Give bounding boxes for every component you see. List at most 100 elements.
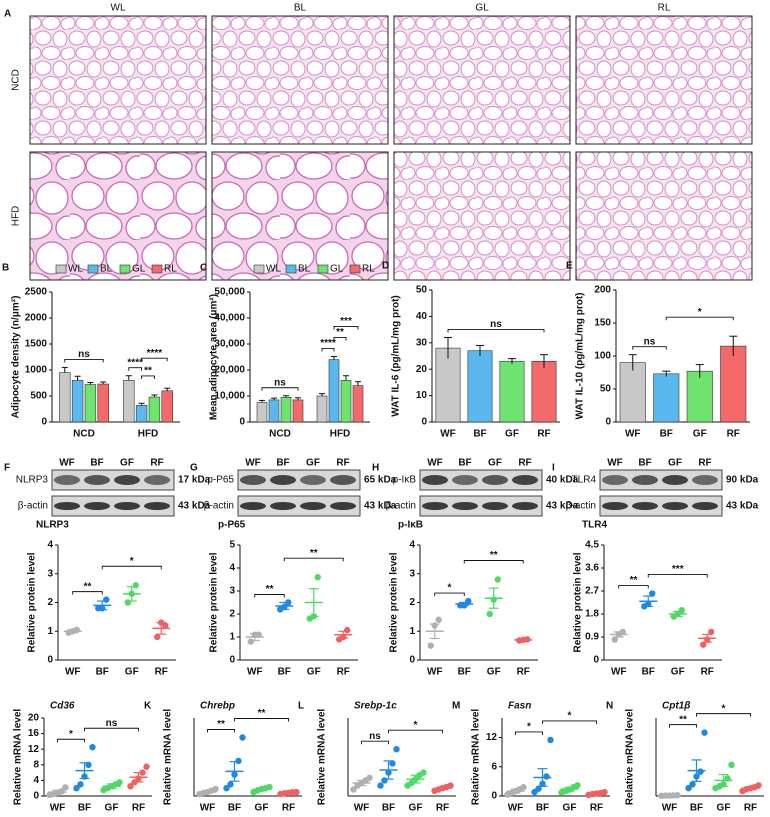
bar xyxy=(135,405,148,423)
lane-label: WF xyxy=(59,458,75,469)
significance-bracket xyxy=(254,594,285,598)
data-point xyxy=(124,599,131,606)
y-axis-label: Relative mRNA level xyxy=(317,709,328,806)
significance-bracket xyxy=(84,727,139,732)
legend-label: BL xyxy=(298,264,311,275)
y-tick-label: 20,000 xyxy=(214,365,245,376)
significance-bracket xyxy=(57,738,85,743)
data-point xyxy=(350,786,357,793)
data-point xyxy=(678,606,685,614)
y-tick-label: 4 xyxy=(229,563,235,574)
significance-label: ns xyxy=(490,319,502,330)
significance-label: *** xyxy=(672,564,684,575)
blot-strip xyxy=(51,495,175,517)
histology-image xyxy=(575,15,753,145)
data-point xyxy=(116,779,123,786)
blot-band xyxy=(662,475,688,485)
significance-bracket xyxy=(141,375,155,379)
y-tick-label: 2500 xyxy=(25,287,48,298)
significance-label: ** xyxy=(310,548,318,559)
x-tick-label: BF xyxy=(278,667,291,678)
y-tick-label: 5 xyxy=(229,540,235,551)
bar xyxy=(84,384,97,423)
blot-band xyxy=(54,502,80,510)
significance-bracket xyxy=(542,720,597,724)
data-point xyxy=(689,781,696,788)
panel-label: L xyxy=(298,701,304,712)
bar xyxy=(148,396,161,423)
data-point xyxy=(235,757,242,765)
x-tick-label: WF xyxy=(354,803,370,814)
significance-bracket xyxy=(632,346,667,350)
y-tick-label: 10 xyxy=(416,390,428,401)
x-tick-label: RF xyxy=(132,803,145,814)
bar xyxy=(435,347,461,423)
y-tick-label: 2 xyxy=(229,609,235,620)
blot-protein: β-actin xyxy=(18,501,48,512)
blot-strip xyxy=(599,495,723,517)
blot-protein: p-IκB xyxy=(393,475,417,486)
blot-band xyxy=(632,475,658,485)
blot-protein: TLR4 xyxy=(572,475,597,486)
blot-band xyxy=(632,502,658,510)
blot-band xyxy=(422,502,448,510)
y-axis-label: Mean adipocyte area (μm²) xyxy=(209,294,220,420)
significance-label: ** xyxy=(266,584,274,595)
chart-title: p-P65 xyxy=(218,520,246,531)
panel-label: N xyxy=(606,701,613,712)
lane-label: GF xyxy=(488,458,502,469)
significance-bracket xyxy=(261,387,299,391)
legend-label: RL xyxy=(362,264,375,275)
column-label: GL xyxy=(475,3,489,14)
significance-bracket xyxy=(72,591,103,595)
blot-band xyxy=(300,475,326,485)
bar xyxy=(256,402,268,423)
data-point xyxy=(377,782,384,789)
y-tick-label: 30 xyxy=(416,337,428,348)
panel-label: A xyxy=(4,9,11,20)
x-tick-label: GF xyxy=(105,803,119,814)
data-point xyxy=(574,782,581,789)
x-tick-label: BF xyxy=(473,429,486,440)
bar xyxy=(531,360,557,423)
significance-label: * xyxy=(568,711,572,722)
bar xyxy=(97,383,109,423)
y-tick-label: 50 xyxy=(416,285,428,296)
blot-band xyxy=(144,475,170,485)
x-tick-label: WF xyxy=(50,803,66,814)
significance-bracket xyxy=(333,337,347,341)
x-tick-label: RF xyxy=(155,667,168,678)
blot-size: 40 kDa xyxy=(546,475,579,486)
x-tick-label: NCD xyxy=(269,429,291,440)
significance-label: ns xyxy=(369,731,381,742)
y-tick-label: 3 xyxy=(229,586,235,597)
data-point xyxy=(701,729,708,736)
lane-label: RF xyxy=(150,458,163,469)
y-tick-label: 150 xyxy=(594,318,611,329)
legend-swatch xyxy=(253,264,265,274)
data-point xyxy=(62,784,69,791)
legend-swatch xyxy=(349,264,361,274)
chart-title: Chrebp xyxy=(200,701,235,712)
blot-size: 43 kDa xyxy=(178,501,211,512)
blot-band xyxy=(512,475,538,485)
x-tick-label: RF xyxy=(517,667,530,678)
y-tick-label: 1 xyxy=(47,626,53,637)
y-tick-label: 10,000 xyxy=(214,391,245,402)
data-point xyxy=(543,773,550,780)
y-tick-label: 30,000 xyxy=(214,339,245,350)
data-point xyxy=(601,788,608,796)
y-tick-label: 2 xyxy=(47,597,53,608)
x-tick-label: RF xyxy=(337,667,350,678)
y-tick-label: 4 xyxy=(33,775,39,786)
blot-size: 90 kDa xyxy=(726,475,759,486)
bar xyxy=(499,360,525,423)
blot-protein: β-actin xyxy=(566,501,596,512)
y-tick-label: 12 xyxy=(486,732,498,743)
x-tick-label: RF xyxy=(436,803,449,814)
blot-strip xyxy=(419,469,543,491)
blot-protein: β-actin xyxy=(386,501,416,512)
significance-bracket xyxy=(207,729,235,733)
bar xyxy=(268,399,280,423)
bar xyxy=(71,380,84,423)
